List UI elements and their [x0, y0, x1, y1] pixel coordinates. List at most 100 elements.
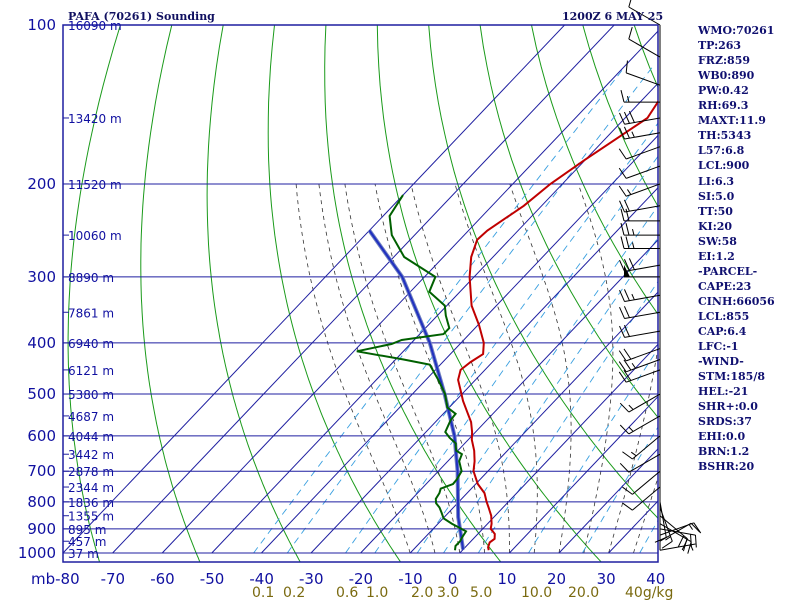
wind-barb-shaft: [624, 330, 661, 338]
wind-barb-flag: [628, 258, 635, 270]
height-label: 1355 m: [68, 510, 114, 524]
height-label: 10060 m: [68, 229, 122, 243]
wind-barb-half-flag: [632, 228, 635, 236]
dry-adiabat-line: [479, 25, 658, 419]
wind-barb-flag: [628, 110, 635, 123]
wind-barb-flag: [623, 199, 630, 212]
wind-barb: [620, 236, 660, 249]
height-label: 2344 m: [68, 481, 114, 495]
wind-barb-flag: [623, 348, 632, 360]
wind-barb-half-flag: [631, 293, 635, 300]
wind-barb-shaft: [659, 501, 667, 538]
mixing-ratio-line: [374, 155, 658, 554]
temperature-tick-label: -30: [299, 570, 324, 588]
mixing-ratio-label: 40g/kg: [625, 585, 673, 600]
wind-barb-flag: [623, 325, 630, 337]
wind-barb-flag: [625, 236, 630, 249]
dewpoint-trace: [356, 194, 468, 551]
wind-barb-half-flag: [665, 536, 671, 541]
temperature-tick-label: 20: [547, 570, 566, 588]
mixing-ratio-line: [286, 66, 653, 554]
wind-barb-flag: [620, 236, 625, 249]
temperature-tick-label: -60: [150, 570, 175, 588]
wind-barb-flag: [687, 541, 692, 554]
wind-barb-flag: [619, 402, 630, 413]
wind-barb-flag: [628, 27, 633, 40]
height-label: 7861 m: [68, 306, 114, 320]
valid-time-label: 1200Z 6 MAY 25: [562, 10, 663, 23]
mixing-ratio-line: [477, 280, 658, 554]
wind-barb-flag: [677, 535, 685, 547]
dry-adiabat-line: [376, 25, 602, 562]
wind-barb: [618, 165, 661, 179]
wind-barb-flag: [654, 536, 667, 543]
mixing-ratio-label: 20.0: [568, 585, 599, 600]
wind-barb-shaft: [626, 183, 661, 197]
wind-barb-flag: [628, 0, 632, 8]
dry-adiabat-line: [776, 1, 800, 564]
wind-barb: [618, 146, 661, 160]
wind-barb-flag: [625, 208, 630, 222]
wind-barb-shaft: [624, 117, 661, 125]
mixing-ratio-line: [582, 426, 658, 554]
height-label: 16090 m: [68, 19, 122, 33]
wind-barb-flag: [619, 424, 630, 435]
wind-barb-flag: [619, 462, 630, 473]
wind-barb: [622, 486, 661, 511]
mixing-ratio-label: 0.2: [283, 585, 305, 600]
pressure-tick-label: 400: [27, 334, 56, 352]
wind-barb-flag: [620, 222, 625, 236]
wind-barb: [618, 359, 661, 373]
height-label: 457 m: [68, 535, 106, 549]
mixing-ratio-line: [639, 519, 658, 554]
wind-barb: [619, 110, 661, 125]
wind-barb-flag: [623, 259, 630, 271]
wind-barb-flag: [620, 90, 625, 103]
wind-barb: [659, 528, 697, 548]
height-label: 2878 m: [68, 465, 114, 479]
moist-adiabat-line: [509, 183, 572, 554]
dry-adiabat-line: [206, 25, 301, 562]
mixing-ratio-label: 0.1: [252, 585, 274, 600]
plot-frame: [62, 24, 659, 563]
wind-barb-flag: [690, 522, 701, 533]
wind-barb-flag: [623, 289, 630, 301]
mixing-ratio-label: 2.0: [411, 585, 433, 600]
wind-barb-flag: [619, 290, 626, 302]
wind-barb: [622, 470, 661, 495]
wind-barb-flag: [625, 222, 630, 236]
wind-barb-flag: [623, 359, 632, 371]
wind-barb-half-flag: [632, 242, 635, 249]
wind-barb-shaft: [628, 453, 661, 473]
height-label: 895 m: [68, 523, 106, 537]
wind-barb: [619, 453, 661, 473]
wind-barb-shaft: [632, 470, 661, 495]
wind-barb-half-flag: [630, 451, 637, 457]
temperature-tick-label: -70: [101, 570, 126, 588]
mixing-ratio-line: [443, 237, 658, 554]
height-label: 5380 m: [68, 388, 114, 402]
moist-adiabat-line: [577, 183, 614, 554]
wind-barb-flag: [619, 112, 626, 125]
wind-barb: [620, 208, 660, 222]
wind-barb: [618, 348, 661, 362]
dry-adiabat-line: [530, 25, 658, 316]
pressure-tick-label: 1000: [18, 544, 56, 562]
pressure-tick-label: 100: [27, 16, 56, 34]
wind-barb: [618, 369, 661, 383]
dry-adiabat-line: [428, 25, 658, 520]
wind-barb: [619, 126, 661, 140]
wind-barb: [618, 183, 661, 197]
temperature-tick-label: mb-80: [31, 570, 80, 588]
wind-barb-flag: [620, 208, 625, 222]
wind-barb-half-flag: [631, 362, 636, 369]
wind-barb-flag: [661, 540, 673, 549]
parcel-trace: [368, 229, 465, 550]
wind-barb-flag: [619, 307, 626, 319]
wind-barb-flag: [622, 451, 633, 460]
wind-barb-flag: [622, 486, 633, 495]
wind-barb-shaft: [626, 72, 661, 86]
isotherm-line: [657, 552, 658, 553]
wind-barb: [628, 27, 661, 58]
